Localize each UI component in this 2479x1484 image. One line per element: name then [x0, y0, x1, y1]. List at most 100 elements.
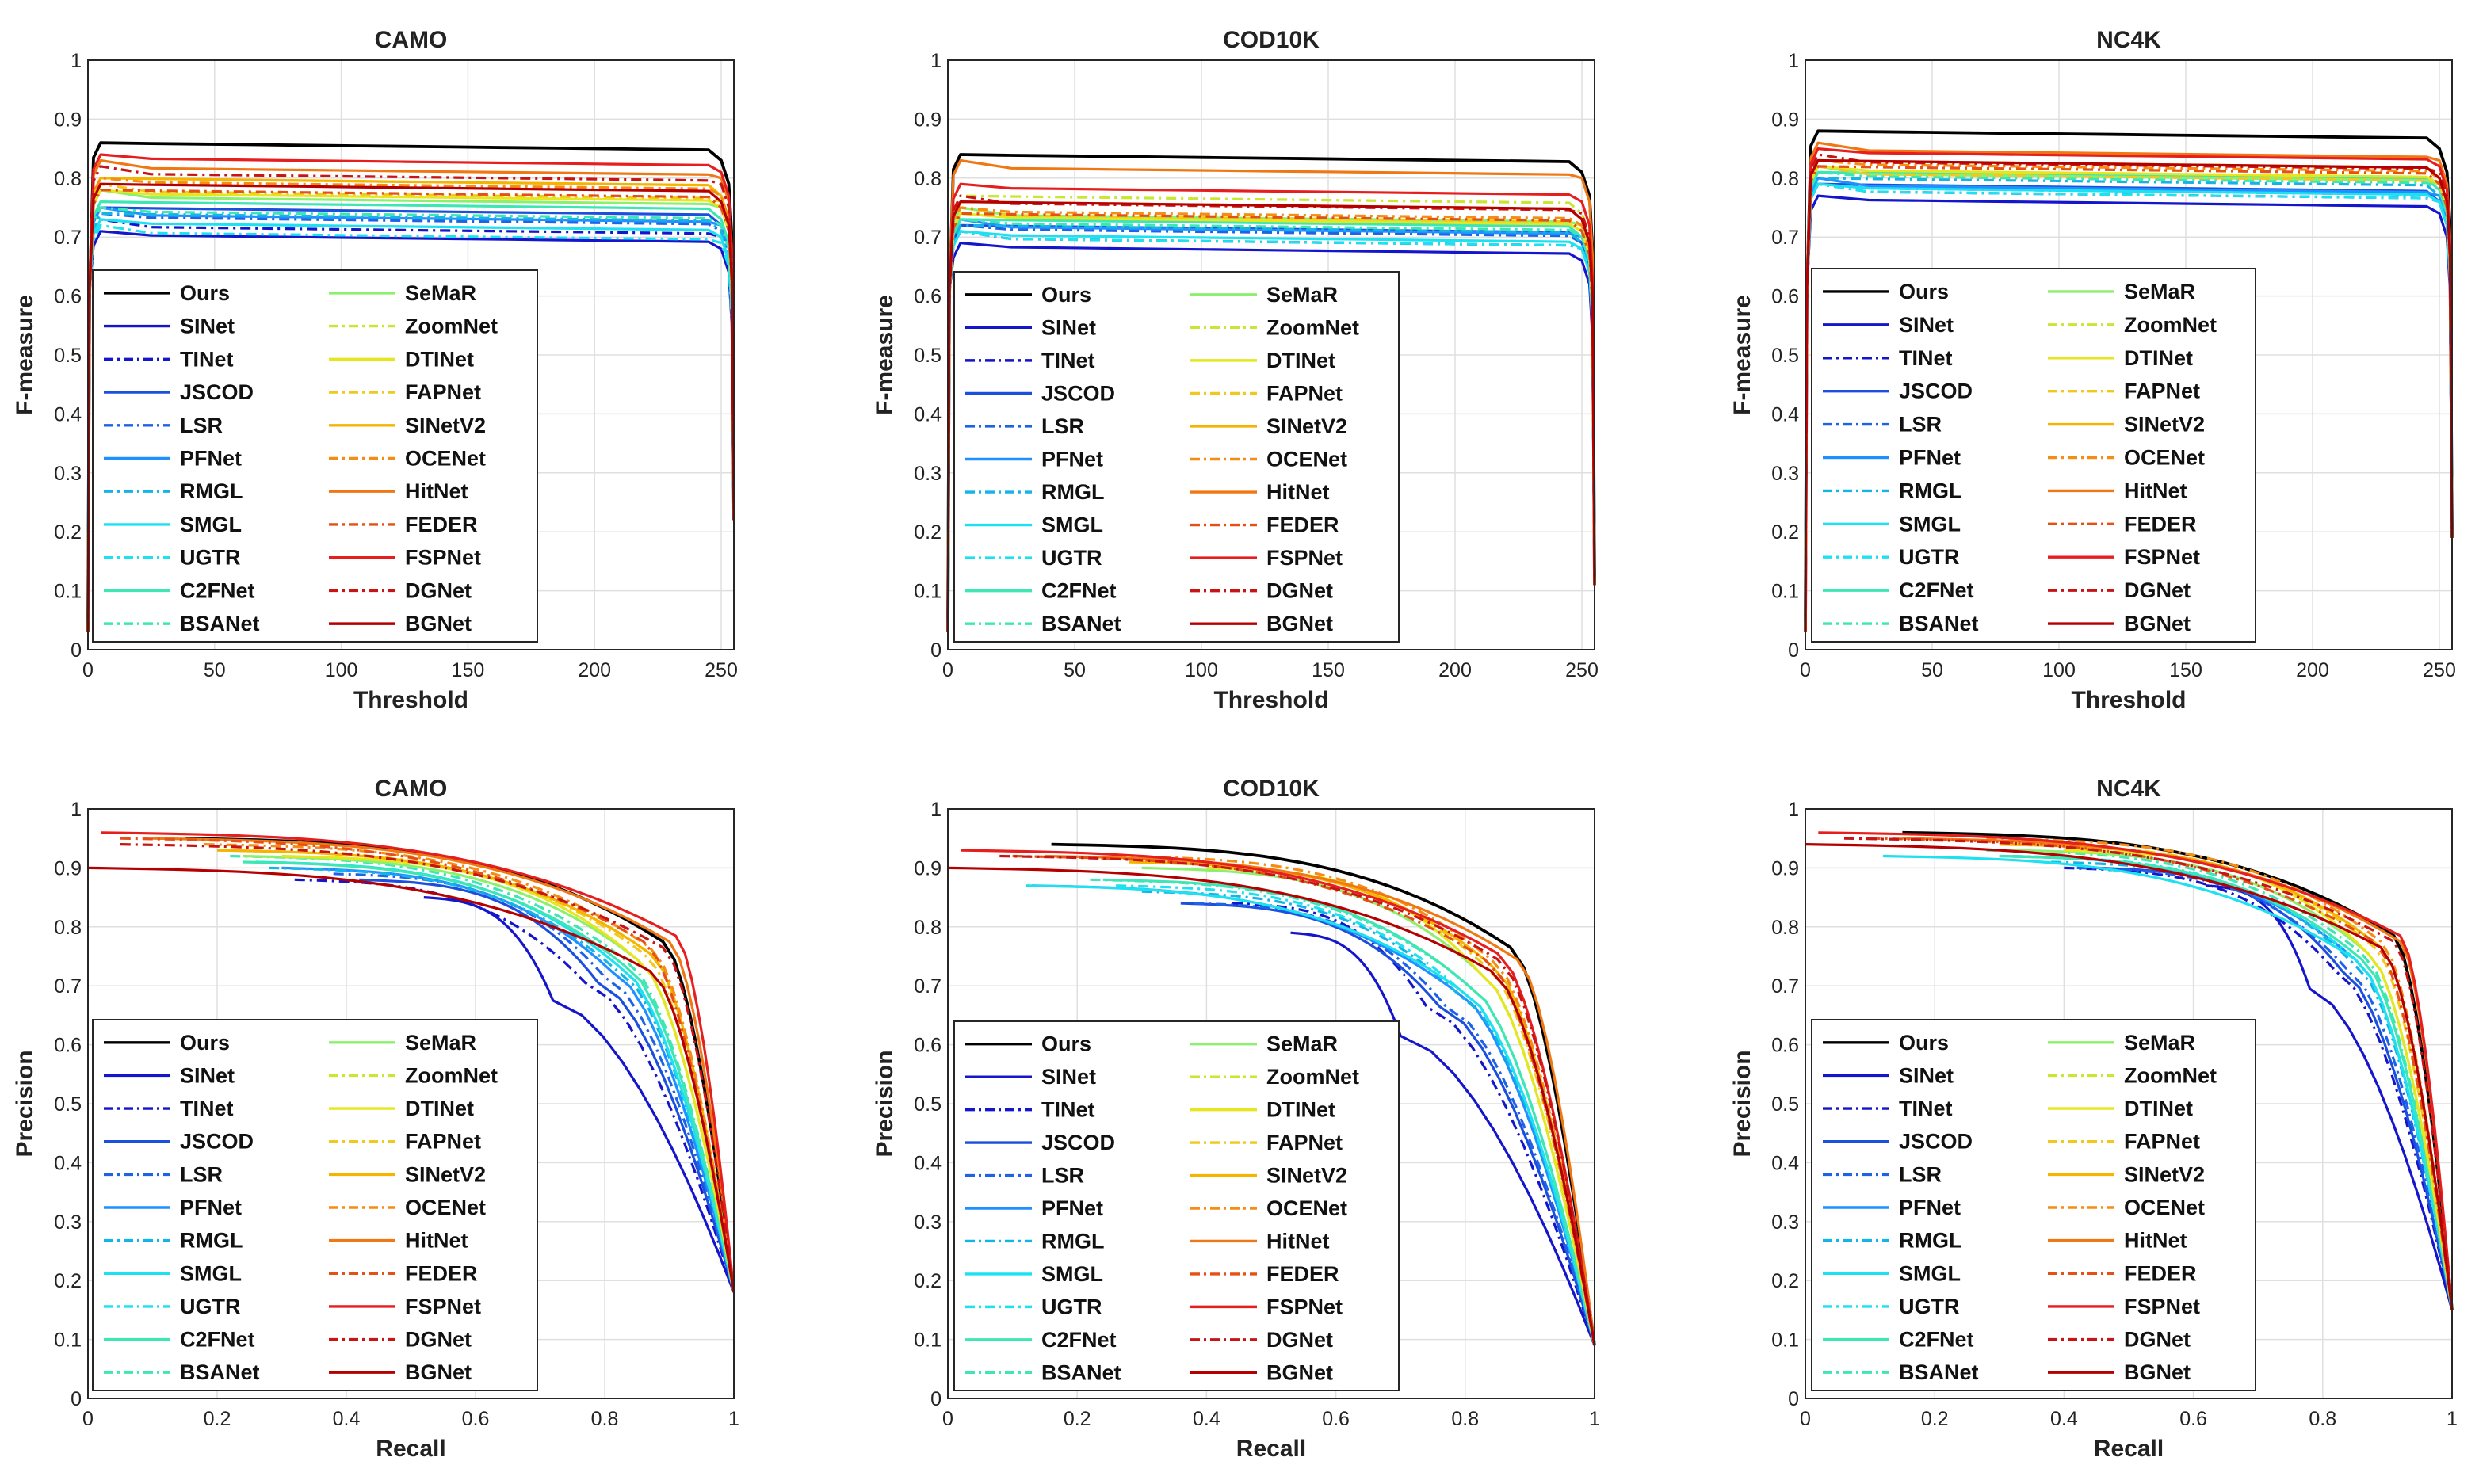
- legend-label-fapnet: FAPNet: [405, 380, 481, 404]
- series-line-bgnet: [946, 200, 1596, 632]
- legend-label-pfnet: PFNet: [180, 447, 242, 471]
- series-line-sinet: [423, 896, 735, 1293]
- legend-label-fspnet: FSPNet: [2124, 545, 2200, 569]
- x-tick-label: 200: [2296, 659, 2329, 681]
- legend-label-dtinet: DTINet: [405, 1097, 474, 1120]
- y-axis-label: Precision: [1729, 1050, 1755, 1157]
- x-tick-label: 50: [1064, 659, 1086, 681]
- x-tick-label: 1: [2447, 1408, 2458, 1430]
- legend-label-pfnet: PFNet: [180, 1196, 242, 1219]
- plot-frame: [947, 59, 1595, 650]
- legend-box: [92, 1019, 538, 1391]
- y-tick-label: 0: [930, 639, 942, 662]
- legend-label-tinet: TINet: [1899, 1097, 1953, 1120]
- series-line-sinet: [946, 242, 1596, 632]
- y-tick-label: 0.2: [54, 1270, 82, 1292]
- legend-label-smgl: SMGL: [180, 513, 242, 536]
- y-tick-label: 0.2: [54, 521, 82, 544]
- x-tick-label: 0.4: [2050, 1408, 2078, 1430]
- series-line-bgnet: [1804, 158, 2454, 632]
- legend-label-hitnet: HitNet: [2124, 1229, 2187, 1253]
- series-line-fspnet: [1818, 831, 2454, 1310]
- legend-label-semar: SeMaR: [1266, 1032, 1338, 1056]
- series-line-bgnet: [947, 866, 1596, 1346]
- legend-label-jscod: JSCOD: [1899, 380, 1973, 403]
- x-axis-label: Recall: [376, 1436, 445, 1462]
- plot-frame: [1805, 59, 2453, 650]
- y-tick-label: 0.6: [914, 286, 942, 308]
- y-tick-label: 0.9: [914, 109, 942, 131]
- plot-frame: [1805, 808, 2453, 1399]
- chart-title: NC4K: [2096, 27, 2161, 53]
- y-tick-label: 0.7: [914, 227, 942, 249]
- legend-label-dgnet: DGNet: [1266, 579, 1333, 603]
- y-tick-label: 0.3: [914, 1211, 942, 1234]
- legend-label-fapnet: FAPNet: [405, 1130, 481, 1154]
- legend-label-rmgl: RMGL: [1041, 1229, 1104, 1253]
- x-tick-label: 50: [204, 659, 226, 681]
- series-line-sinet: [2206, 884, 2454, 1310]
- legend-label-sinetv2: SINetV2: [2124, 1162, 2205, 1186]
- series-line-dgnet: [1843, 837, 2454, 1310]
- series-line-sinet: [1290, 931, 1596, 1346]
- x-tick-label: 0.2: [204, 1408, 231, 1430]
- legend-label-feder: FEDER: [2124, 1261, 2197, 1285]
- y-tick-label: 1: [71, 50, 82, 72]
- legend-label-fspnet: FSPNet: [2124, 1295, 2200, 1318]
- series-line-ugtr: [1116, 884, 1596, 1346]
- legend-label-ocenet: OCENet: [405, 447, 486, 471]
- y-tick-label: 0.4: [914, 1152, 942, 1174]
- legend: Ours SINet TINet JSCOD LSR PFNet RMGL SMGL UGTR C…: [1811, 268, 2256, 643]
- chart-panel-2: 0 0.1 0.2 0.3 0.4 0.5 0.6 0.7 0.8 0.9 1 0 50 100 150 20…: [872, 27, 1599, 713]
- x-tick-label: 250: [705, 659, 738, 681]
- series-line-ours: [86, 141, 735, 632]
- series-line-bsanet: [1090, 878, 1596, 1346]
- legend-label-dgnet: DGNet: [1266, 1328, 1333, 1352]
- legend-label-ocenet: OCENet: [2124, 446, 2205, 470]
- y-tick-label: 0: [71, 1388, 82, 1410]
- y-tick-label: 0: [1788, 1388, 1799, 1410]
- y-tick-label: 0.8: [914, 917, 942, 939]
- legend-box: [1811, 1019, 2256, 1391]
- legend-label-sinet: SINet: [180, 315, 235, 338]
- series-line-bsanet: [946, 218, 1596, 632]
- series-line-dgnet: [120, 843, 735, 1293]
- chart-title: CAMO: [375, 27, 448, 53]
- legend-label-zoomnet: ZoomNet: [405, 315, 498, 338]
- legend-label-ocenet: OCENet: [1266, 1196, 1347, 1220]
- legend-label-fapnet: FAPNet: [1266, 1131, 1343, 1154]
- series-line-bgnet: [1805, 843, 2454, 1310]
- legend-label-bgnet: BGNet: [2124, 1360, 2191, 1384]
- x-tick-label: 100: [325, 659, 358, 681]
- legend-label-feder: FEDER: [405, 1261, 478, 1285]
- series-line-ours: [1902, 830, 2454, 1310]
- x-tick-label: 0.6: [462, 1408, 490, 1430]
- series-group: [947, 842, 1596, 1346]
- legend-label-hitnet: HitNet: [1266, 480, 1330, 504]
- series-line-hitnet: [86, 158, 735, 632]
- series-line-ocenet: [204, 843, 735, 1293]
- series-line-rmgl: [1141, 890, 1596, 1346]
- legend-label-smgl: SMGL: [1041, 1262, 1103, 1286]
- x-axis-label: Recall: [2094, 1436, 2164, 1462]
- legend-label-bsanet: BSANet: [1899, 1360, 1979, 1384]
- y-axis-label: Precision: [872, 1050, 898, 1157]
- legend-label-smgl: SMGL: [1041, 513, 1103, 537]
- legend-label-rmgl: RMGL: [1041, 480, 1104, 504]
- series-line-dtinet: [281, 854, 735, 1293]
- legend-label-rmgl: RMGL: [180, 479, 243, 503]
- x-tick-label: 200: [1438, 659, 1472, 681]
- legend-label-fapnet: FAPNet: [2124, 1130, 2200, 1154]
- series-line-dgnet: [86, 165, 735, 632]
- series-line-feder: [86, 189, 735, 632]
- legend-label-dgnet: DGNet: [405, 1328, 472, 1352]
- series-line-jscod: [359, 878, 735, 1293]
- legend-label-sinet: SINet: [1041, 315, 1096, 339]
- series-line-bsanet: [1804, 170, 2454, 632]
- y-tick-label: 0.5: [914, 345, 942, 367]
- y-tick-label: 1: [1788, 50, 1799, 72]
- y-tick-label: 0.8: [54, 917, 82, 939]
- legend-label-c2fnet: C2FNet: [1899, 578, 1974, 602]
- legend-label-bgnet: BGNet: [1266, 612, 1333, 635]
